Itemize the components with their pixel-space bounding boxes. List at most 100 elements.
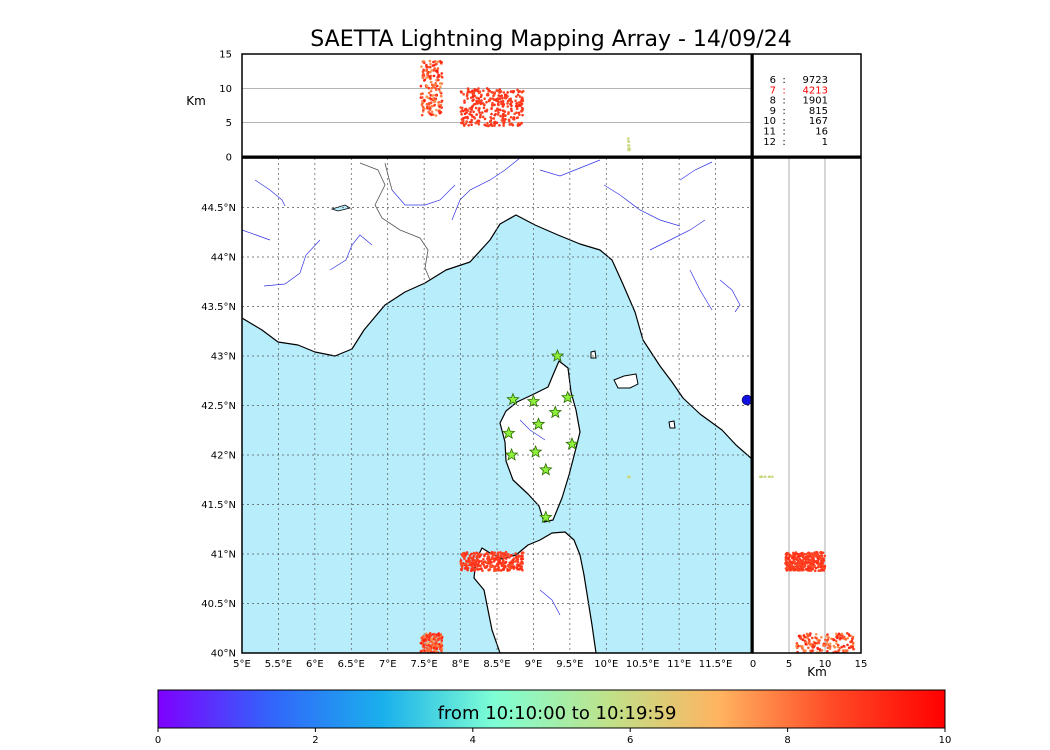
lightning-point	[440, 636, 444, 640]
altitude-tick-label: 10	[819, 659, 832, 670]
lightning-point	[423, 99, 426, 103]
lightning-point	[421, 74, 425, 77]
lightning-point	[479, 113, 482, 117]
colorbar-tick-label: 6	[627, 735, 633, 746]
lightning-point	[488, 562, 492, 566]
top-panel-altitude-ticks: 0 5 10 15	[219, 50, 232, 164]
lightning-point	[628, 148, 631, 152]
lightning-point	[437, 73, 440, 77]
lightning-point	[439, 94, 443, 98]
lightning-point	[832, 644, 836, 648]
lightning-point	[428, 646, 432, 650]
lightning-point	[429, 101, 432, 105]
lightning-point	[503, 96, 507, 99]
lightning-point	[463, 99, 466, 102]
lightning-point	[482, 106, 486, 110]
lightning-point	[838, 646, 842, 650]
longitude-tick-label: 7°E	[379, 659, 397, 670]
lightning-point	[468, 112, 471, 116]
lightning-point	[837, 632, 841, 636]
lightning-point	[518, 123, 521, 127]
lightning-point	[836, 636, 839, 640]
lightning-point	[799, 637, 803, 640]
lightning-point	[434, 641, 437, 644]
lightning-point	[490, 550, 494, 554]
count-separator: :	[782, 85, 785, 96]
lightning-point	[427, 91, 431, 95]
lightning-point	[479, 564, 482, 567]
lightning-point	[429, 94, 433, 97]
lightning-point	[427, 649, 430, 652]
count-level: 8	[770, 96, 776, 107]
lightning-point	[461, 554, 465, 558]
lightning-point	[419, 92, 423, 96]
lightning-point	[502, 124, 505, 127]
counts-list: 6: 9723 7: 4213 8: 1901 9: 815 10: 167 11: 16 12: 1	[763, 75, 828, 148]
lightning-point	[420, 96, 424, 99]
lightning-point	[808, 640, 811, 643]
lightning-point	[823, 643, 827, 647]
lightning-point	[426, 72, 429, 76]
lightning-point	[499, 554, 503, 557]
lightning-point	[758, 475, 762, 479]
lightning-point	[806, 554, 809, 558]
lightning-point	[798, 553, 802, 556]
lightning-point	[521, 113, 524, 117]
lightning-point	[437, 632, 440, 636]
lightning-point	[493, 121, 496, 125]
lightning-point	[468, 554, 472, 557]
lightning-point	[813, 569, 817, 572]
lightning-point	[488, 120, 492, 123]
lightning-point	[429, 62, 432, 66]
lightning-point	[500, 102, 503, 106]
count-separator: :	[782, 127, 785, 138]
lightning-point	[796, 564, 800, 567]
lightning-point	[502, 91, 506, 94]
station-star-icon	[501, 426, 516, 440]
lightning-point	[515, 566, 518, 570]
lightning-point	[514, 552, 517, 555]
count-value: 16	[815, 127, 828, 138]
lightning-point	[811, 554, 814, 558]
lightning-point	[816, 647, 820, 651]
lightning-point	[470, 564, 474, 568]
lightning-point	[425, 84, 429, 88]
lightning-point	[493, 557, 496, 560]
lightning-point	[502, 109, 505, 112]
lightning-point	[472, 551, 476, 555]
lightning-point	[499, 114, 502, 118]
lightning-point	[483, 560, 487, 564]
lightning-point	[797, 566, 800, 570]
lightning-point	[804, 559, 808, 563]
lightning-point	[483, 117, 487, 121]
lightning-point	[473, 569, 477, 572]
count-value: 167	[809, 116, 828, 127]
lightning-point	[429, 80, 433, 84]
lightning-point	[794, 551, 798, 554]
lightning-point	[804, 561, 807, 565]
lightning-point	[822, 557, 825, 560]
lightning-point	[429, 97, 433, 101]
lightning-point	[480, 562, 484, 565]
lightning-point	[792, 555, 795, 558]
counts-panel: 6: 9723 7: 4213 8: 1901 9: 815 10: 167 11: 16 12: 1	[752, 53, 862, 158]
lightning-point	[806, 568, 809, 571]
lightning-point	[771, 475, 774, 479]
count-separator: :	[782, 116, 785, 127]
lightning-point	[784, 556, 788, 560]
count-value: 1901	[803, 96, 828, 107]
lightning-point	[828, 645, 832, 648]
latitude-tick-label: 42°N	[211, 451, 236, 462]
lightning-point	[422, 60, 426, 63]
lightning-point	[462, 123, 466, 127]
count-level: 6	[770, 75, 776, 86]
count-separator: :	[782, 75, 785, 86]
lightning-point	[508, 566, 512, 569]
lightning-point	[496, 102, 500, 106]
lightning-point	[482, 89, 485, 92]
lightning-point	[466, 87, 470, 90]
lightning-point	[507, 112, 510, 116]
lightning-point	[808, 634, 812, 637]
right-panel-points	[758, 475, 856, 653]
lightning-point	[515, 111, 518, 114]
